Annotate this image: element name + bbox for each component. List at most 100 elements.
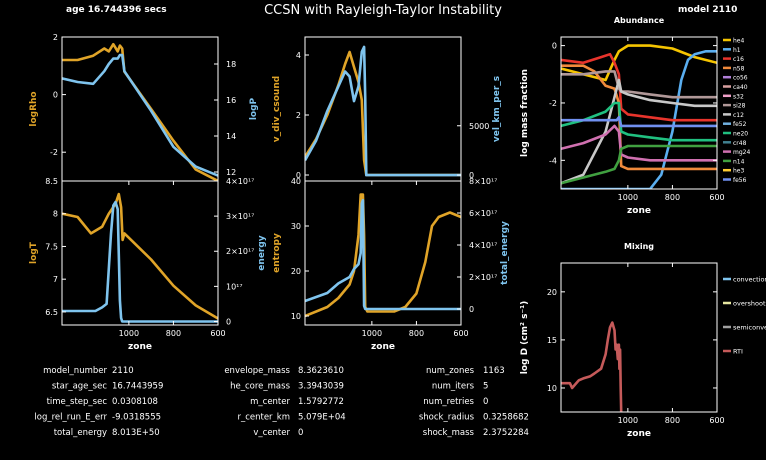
legend-entry-h1: h1 — [733, 47, 741, 54]
age-readout: age 16.744396 secs — [66, 5, 167, 15]
y-tick-label-right: 18 — [226, 60, 236, 69]
panel-title: Mixing — [624, 242, 654, 251]
series-line-RTI — [561, 321, 623, 412]
info-value-r_center_km: 5.079E+04 — [298, 413, 346, 423]
y-tick-label-left: 2 — [296, 111, 301, 120]
y-tick-label: 10 — [547, 384, 557, 393]
y-axis-label-left: logRho — [29, 91, 39, 126]
axes-frame — [61, 180, 219, 326]
info-value-time_step_sec: 0.0308108 — [112, 397, 158, 407]
legend-entry-n58: n58 — [733, 65, 745, 72]
info-label-time_step_sec: time_step_sec — [47, 397, 108, 407]
figure-title: CCSN with Rayleigh-Taylor Instability — [264, 3, 502, 18]
y-tick-label-left: 30 — [291, 222, 301, 231]
panel-abundance: 1000 800 600 zone 0 -2 -4 log mass fraction Abun… — [520, 16, 750, 216]
y-tick-label-left: 4 — [296, 51, 301, 60]
y-tick-label-right: 12 — [226, 168, 236, 177]
x-axis-label: zone — [128, 342, 152, 352]
panel-entropy-totalenergy: 1000 800 600 zone 40 30 20 10 8×10¹⁷ 6×10¹⁷ 4×10¹⁷… — [272, 177, 510, 352]
info-value-num_iters: 5 — [483, 382, 488, 392]
x-axis-label: zone — [627, 429, 651, 439]
info-label-star_age_sec: star_age_sec — [52, 382, 107, 392]
series-line-logT — [62, 192, 218, 320]
legend-entry-c12: c12 — [733, 112, 744, 119]
x-tick-label: 1000 — [362, 329, 382, 338]
info-label-num_iters: num_iters — [432, 382, 475, 392]
x-tick-label: 600 — [453, 329, 468, 338]
y-axis-label-right: vel_km_per_s — [492, 76, 502, 142]
y-tick-label-left: 0 — [296, 171, 301, 180]
y-axis-label-left: v_div_csound — [272, 76, 282, 142]
series-group — [305, 45, 461, 177]
y-tick-label: -2 — [549, 99, 557, 108]
info-label-total_energy: total_energy — [54, 428, 107, 438]
x-tick-label: 600 — [709, 416, 724, 425]
y-tick-label-right: 4×10¹⁷ — [226, 177, 254, 186]
info-value-num_zones: 1163 — [483, 366, 505, 376]
y-axis-label-left: entropy — [272, 233, 282, 273]
legend-entry-ne20: ne20 — [733, 131, 748, 138]
y-tick-label-left: 7 — [53, 275, 58, 284]
info-label-he_core_mass: he_core_mass — [230, 382, 290, 392]
y-tick-label-right: 5000 — [469, 122, 489, 131]
series-line-c12 — [561, 78, 717, 185]
y-axis-label-right: energy — [257, 235, 267, 270]
info-value-v_center: 0 — [298, 428, 303, 438]
y-tick-label-left: -2 — [50, 148, 58, 157]
y-tick-label-right: 0 — [469, 305, 474, 314]
info-value-log_rel_run_E_err: -9.0318555 — [112, 413, 161, 423]
legend-entry-cr48: cr48 — [733, 140, 747, 147]
panel-vdivcsound-velkm: 4 2 0 5000 0 v_div_csound vel_km_per_s — [272, 36, 502, 182]
series-line-h1 — [561, 49, 717, 189]
y-axis-label: log mass fraction — [520, 69, 530, 157]
x-axis-label: zone — [371, 342, 395, 352]
axes-frame — [304, 180, 462, 326]
y-tick-label: 20 — [547, 288, 557, 297]
series-line-n14 — [561, 144, 717, 185]
axes-frame — [560, 36, 718, 190]
y-tick-label-left: 6.5 — [45, 308, 58, 317]
x-tick-label: 1000 — [618, 193, 638, 202]
info-value-he_core_mass: 3.3943039 — [298, 382, 344, 392]
legend-entry-c16: c16 — [733, 56, 744, 63]
series-group — [305, 193, 461, 318]
y-tick-label-left: 2 — [53, 33, 58, 42]
series-line-vel_km_per_s — [305, 45, 461, 177]
legend-entry-ca40: ca40 — [733, 84, 748, 91]
info-value-shock_mass: 2.3752284 — [483, 428, 529, 438]
y-tick-label-left: 0 — [53, 91, 58, 100]
x-tick-label: 600 — [709, 193, 724, 202]
legend-entry-s32: s32 — [733, 93, 744, 100]
x-tick-label: 800 — [409, 329, 424, 338]
legend-entry-he4: he4 — [733, 38, 744, 45]
y-tick-label: -4 — [549, 156, 557, 165]
y-tick-label-left: 7.5 — [45, 242, 58, 251]
y-tick-label-right: 16 — [226, 96, 236, 105]
info-value-star_age_sec: 16.7443959 — [112, 382, 163, 392]
series-line-he4 — [561, 44, 717, 82]
x-tick-label: 800 — [665, 193, 680, 202]
panel-mixing: 1000 800 600 zone 20 15 10 log D (cm² s⁻¹) Mixin… — [520, 242, 766, 439]
y-tick-label-left: 8.5 — [45, 177, 58, 186]
legend-entry-mg24: mg24 — [733, 149, 750, 156]
legend-entry-fe52: fe52 — [733, 121, 747, 128]
y-axis-label-right: logP — [249, 97, 259, 120]
y-tick-label-right: 0 — [226, 317, 231, 326]
y-tick-label: 15 — [547, 336, 557, 345]
panel-logt-energy: 1000 800 600 zone 8.5 8 7.5 7 6.5 4×10¹⁷ 3×10¹⁷ 2×1… — [29, 177, 267, 352]
series-line-total_energy — [305, 198, 461, 311]
x-tick-label: 800 — [166, 329, 181, 338]
legend-entry-overshoot: overshoot — [733, 300, 766, 308]
info-label-v_center: v_center — [253, 428, 290, 438]
info-value-m_center: 1.5792772 — [298, 397, 344, 407]
legend-entry-RTI: RTI — [733, 348, 743, 356]
y-tick-label-right: 4×10¹⁷ — [469, 241, 497, 250]
info-value-envelope_mass: 8.3623610 — [298, 366, 344, 376]
y-axis-label: log D (cm² s⁻¹) — [520, 301, 530, 375]
info-label-num_zones: num_zones — [426, 366, 475, 376]
y-tick-label-right: 2×10¹⁷ — [469, 273, 497, 282]
info-value-total_energy: 8.013E+50 — [112, 428, 160, 438]
legend-entry-co56: co56 — [733, 75, 748, 82]
x-tick-label: 1000 — [618, 416, 638, 425]
